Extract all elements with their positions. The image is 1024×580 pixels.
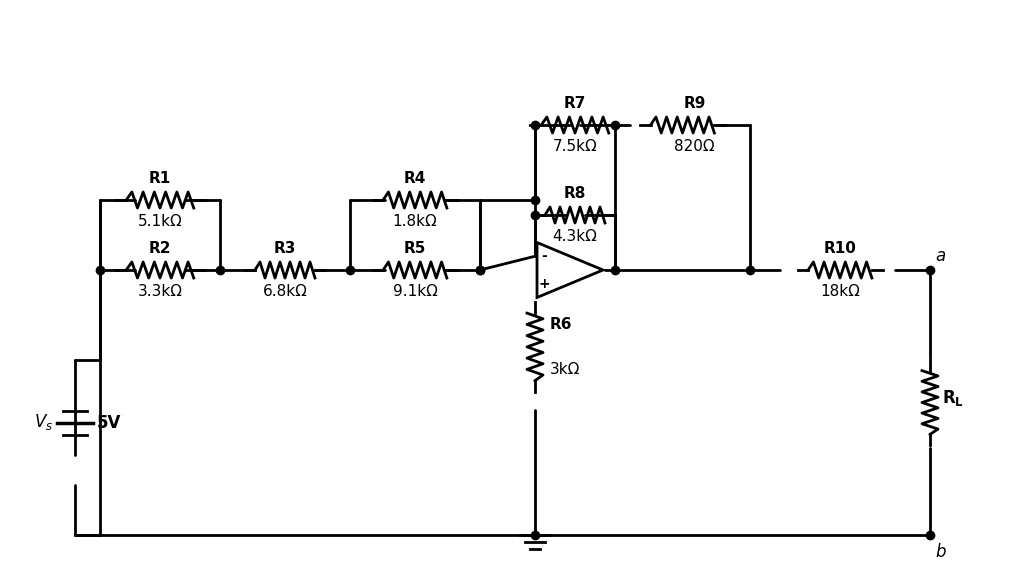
Text: b: b [935,543,945,561]
Text: R8: R8 [564,186,586,201]
Text: R3: R3 [273,241,296,256]
Text: 820Ω: 820Ω [674,139,715,154]
Text: R5: R5 [403,241,426,256]
Text: 7.5kΩ: 7.5kΩ [553,139,597,154]
Text: 6.8kΩ: 6.8kΩ [262,284,307,299]
Text: R9: R9 [683,96,706,111]
Text: 9.1kΩ: 9.1kΩ [392,284,437,299]
Text: R1: R1 [148,171,171,186]
Text: $\mathbf{R_L}$: $\mathbf{R_L}$ [942,387,965,408]
Text: R2: R2 [148,241,171,256]
Text: R7: R7 [564,96,586,111]
Text: 4.3kΩ: 4.3kΩ [553,229,597,244]
Text: -: - [541,249,547,263]
Text: 5.1kΩ: 5.1kΩ [137,214,182,229]
Text: 18kΩ: 18kΩ [820,284,860,299]
Text: R4: R4 [403,171,426,186]
Text: 3kΩ: 3kΩ [550,362,581,377]
Text: +: + [539,277,550,291]
Text: R6: R6 [550,317,572,332]
Text: 5V: 5V [97,414,122,432]
Text: 3.3kΩ: 3.3kΩ [137,284,182,299]
Text: $V_s$: $V_s$ [34,412,53,433]
Text: R10: R10 [823,241,856,256]
Text: a: a [935,247,945,265]
Text: 1.8kΩ: 1.8kΩ [392,214,437,229]
